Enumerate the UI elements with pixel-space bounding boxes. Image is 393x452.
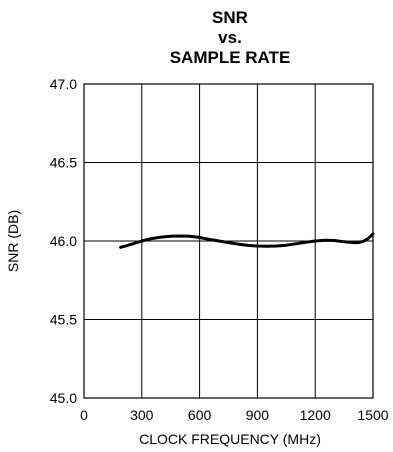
x-axis-label: CLOCK FREQUENCY (MHz) bbox=[139, 431, 321, 447]
y-tick-label: 45.5 bbox=[50, 312, 77, 328]
x-tick-label: 900 bbox=[246, 407, 270, 423]
tick-layer: 0 300 600 900 1200 1500 45.0 45.5 46.0 46.5 47.0 bbox=[50, 76, 389, 423]
x-tick-label: 1500 bbox=[357, 407, 388, 423]
y-tick-label: 45.0 bbox=[50, 390, 77, 406]
x-tick-label: 600 bbox=[188, 407, 212, 423]
grid-layer bbox=[83, 83, 374, 399]
y-tick-label: 46.5 bbox=[50, 155, 77, 171]
x-tick-label: 1200 bbox=[300, 407, 331, 423]
y-tick-label: 46.0 bbox=[50, 233, 77, 249]
chart-title-line-3: SAMPLE RATE bbox=[170, 48, 291, 67]
chart-title-line-1: SNR bbox=[212, 8, 248, 27]
series-layer bbox=[119, 232, 375, 249]
series-line bbox=[119, 232, 375, 249]
y-axis-label: SNR (DB) bbox=[5, 210, 21, 272]
y-tick-label: 47.0 bbox=[50, 76, 77, 92]
x-tick-label: 300 bbox=[130, 407, 154, 423]
chart-title-line-2: vs. bbox=[218, 28, 242, 47]
x-tick-label: 0 bbox=[80, 407, 88, 423]
